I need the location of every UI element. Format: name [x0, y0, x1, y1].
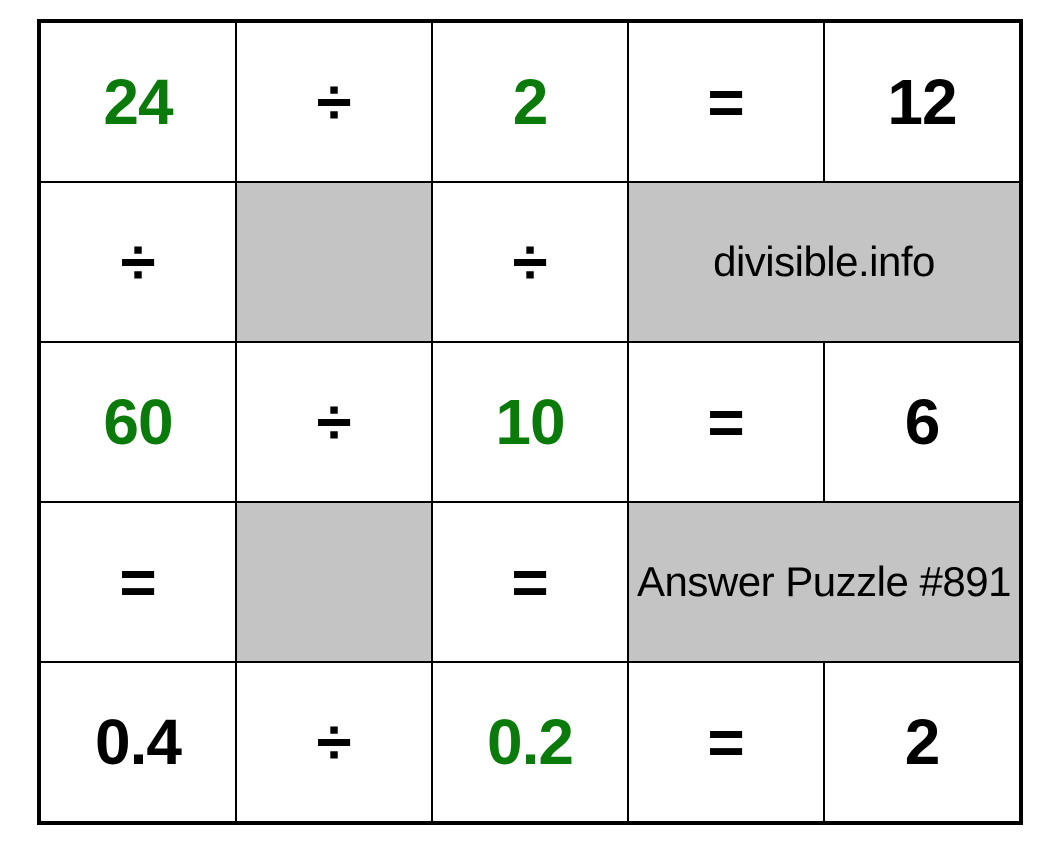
r5-operator: ÷ [236, 662, 432, 822]
r1-equals: = [628, 22, 824, 182]
r1-operand-b: 2 [432, 22, 628, 182]
puzzle-grid: 24 ÷ 2 = 12 ÷ ÷ divisible.info 60 ÷ 10 =… [37, 19, 1023, 825]
r1-result: 12 [824, 22, 1020, 182]
r1-operand-a: 24 [40, 22, 236, 182]
r3-equals: = [628, 342, 824, 502]
r3-operator: ÷ [236, 342, 432, 502]
r2-op-mid: ÷ [432, 182, 628, 342]
r4-blank [236, 502, 432, 662]
r5-operand-a: 0.4 [40, 662, 236, 822]
site-info: divisible.info [628, 182, 1020, 342]
r1-operator: ÷ [236, 22, 432, 182]
r3-operand-a: 60 [40, 342, 236, 502]
r3-operand-b: 10 [432, 342, 628, 502]
r5-equals: = [628, 662, 824, 822]
puzzle-id-label: Answer Puzzle #891 [628, 502, 1020, 662]
r5-result: 2 [824, 662, 1020, 822]
r4-eq-left: = [40, 502, 236, 662]
r5-operand-b: 0.2 [432, 662, 628, 822]
r2-op-left: ÷ [40, 182, 236, 342]
r3-result: 6 [824, 342, 1020, 502]
r2-blank [236, 182, 432, 342]
r4-eq-mid: = [432, 502, 628, 662]
